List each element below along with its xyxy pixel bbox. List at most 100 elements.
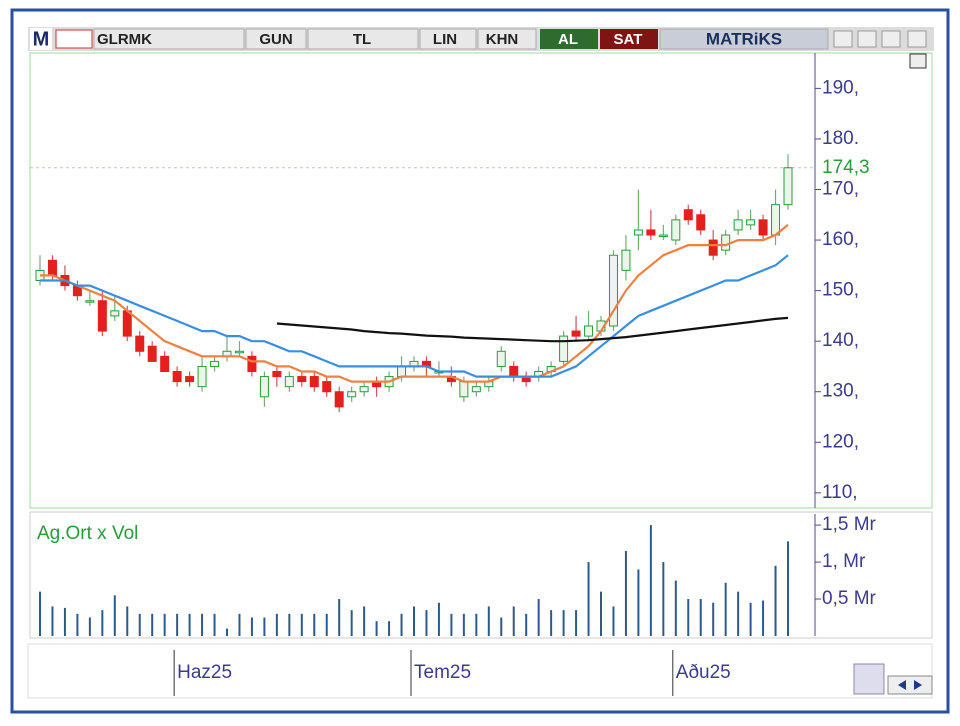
volume-bar bbox=[88, 617, 91, 636]
symbol-field[interactable] bbox=[93, 28, 245, 50]
volume-bar bbox=[39, 591, 41, 636]
candle-body bbox=[559, 335, 569, 362]
candle-body bbox=[671, 219, 681, 241]
panel-button[interactable] bbox=[909, 53, 927, 69]
volume-bar bbox=[338, 599, 341, 636]
volume-bar bbox=[300, 613, 303, 636]
volume-bar bbox=[600, 591, 602, 636]
mode-button[interactable] bbox=[477, 28, 537, 50]
candle-body bbox=[571, 330, 581, 337]
candle-body bbox=[359, 386, 369, 393]
scale-button[interactable] bbox=[419, 28, 477, 50]
volume-bar bbox=[762, 600, 765, 636]
candle-body bbox=[210, 360, 220, 367]
volume-panel bbox=[29, 511, 933, 639]
buy-button[interactable] bbox=[540, 29, 598, 49]
candle-body bbox=[633, 229, 643, 236]
volume-bar bbox=[787, 541, 789, 636]
candle-body bbox=[459, 381, 469, 398]
volume-bar bbox=[288, 613, 291, 636]
volume-title: Ag.Ort x Vol bbox=[37, 523, 138, 544]
candle-body bbox=[234, 350, 244, 354]
candle-body bbox=[608, 254, 618, 327]
period-button[interactable] bbox=[245, 28, 307, 50]
symbol: GLRMK bbox=[97, 31, 152, 48]
volume-bar bbox=[363, 606, 366, 636]
volume-bar bbox=[450, 613, 453, 636]
period: GUN bbox=[259, 31, 292, 48]
candle-body bbox=[259, 376, 269, 398]
volume-tick-label: 1,5 Mr bbox=[822, 514, 877, 535]
candle-body bbox=[135, 335, 145, 352]
y-tick-label: 150, bbox=[822, 280, 859, 301]
candle-body bbox=[683, 209, 693, 221]
volume-bar bbox=[138, 613, 141, 636]
volume-bar bbox=[126, 606, 129, 636]
candle-body bbox=[347, 391, 357, 398]
y-tick-label: 140, bbox=[822, 330, 859, 351]
candle-body bbox=[771, 204, 781, 236]
volume-bar bbox=[537, 599, 540, 636]
refresh-button[interactable] bbox=[853, 663, 885, 695]
volume-bar bbox=[201, 613, 204, 636]
y-tick-label: 190, bbox=[822, 77, 859, 98]
candle-body bbox=[471, 386, 481, 393]
date-label: Tem25 bbox=[414, 662, 471, 683]
currency: TL bbox=[353, 31, 371, 48]
currency-button[interactable] bbox=[307, 28, 419, 50]
volume-bar bbox=[712, 602, 715, 636]
last-price-label: 174,3 bbox=[822, 157, 870, 178]
close-button[interactable] bbox=[907, 30, 927, 48]
candle-body bbox=[708, 239, 718, 256]
y-tick-label: 170, bbox=[822, 179, 859, 200]
candle-body bbox=[110, 310, 120, 317]
volume-tick-label: 0,5 Mr bbox=[822, 588, 877, 609]
minimize-button[interactable] bbox=[857, 30, 877, 48]
candle-body bbox=[721, 234, 731, 251]
volume-bar bbox=[699, 599, 702, 636]
volume-bar bbox=[63, 607, 66, 636]
price-panel bbox=[29, 52, 933, 509]
candle-body bbox=[309, 376, 319, 388]
volume-bar bbox=[400, 613, 403, 636]
volume-bar bbox=[674, 580, 677, 636]
volume-bar bbox=[749, 602, 752, 636]
candle-body bbox=[97, 300, 107, 332]
candle-body bbox=[621, 249, 631, 271]
candle-body bbox=[272, 371, 282, 378]
volume-bar bbox=[163, 613, 166, 636]
y-tick-label: 120, bbox=[822, 431, 859, 452]
y-tick-label: 110, bbox=[822, 482, 858, 503]
volume-bar bbox=[774, 565, 777, 636]
candle-body bbox=[746, 219, 756, 226]
candle-body bbox=[758, 219, 768, 236]
volume-bar bbox=[662, 562, 665, 636]
candle-body bbox=[397, 365, 407, 378]
volume-bar bbox=[462, 613, 465, 636]
candle-body bbox=[185, 376, 195, 383]
scroll-buttons[interactable] bbox=[887, 675, 933, 695]
candle-body bbox=[284, 376, 294, 388]
brand-box bbox=[659, 28, 829, 50]
volume-bar bbox=[562, 610, 565, 636]
symbol-icon[interactable] bbox=[55, 29, 93, 49]
volume-bar bbox=[724, 582, 727, 636]
volume-tick-label: 1, Mr bbox=[822, 551, 866, 572]
volume-bar bbox=[487, 606, 490, 636]
volume-bar bbox=[525, 613, 528, 636]
candle-body bbox=[47, 259, 57, 276]
volume-bar bbox=[388, 621, 391, 636]
maximize-button[interactable] bbox=[881, 30, 901, 48]
candle-body bbox=[733, 219, 743, 231]
volume-bar bbox=[637, 569, 640, 636]
menu-button[interactable] bbox=[833, 30, 853, 48]
logo-box bbox=[30, 28, 52, 50]
y-tick-label: 160, bbox=[822, 229, 859, 250]
volume-bar bbox=[151, 613, 154, 636]
sell-button[interactable] bbox=[600, 29, 658, 49]
volume-bar bbox=[512, 606, 515, 636]
volume-bar bbox=[475, 613, 478, 636]
volume-bar bbox=[375, 621, 378, 636]
volume-bar bbox=[113, 595, 116, 636]
